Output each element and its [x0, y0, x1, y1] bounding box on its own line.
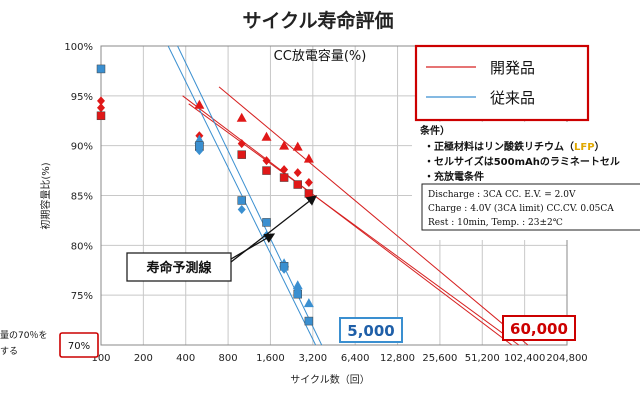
condition-discharge: Discharge : 3CA CC. E.V. = 2.0V	[428, 190, 576, 200]
arrow-to-dev	[230, 195, 318, 263]
data-point-diamond	[97, 103, 105, 113]
data-point-square	[262, 218, 271, 227]
data-point-triangle	[279, 140, 290, 150]
y-tick-label: 80%	[71, 241, 93, 252]
x-tick-label: 25,600	[422, 353, 457, 364]
data-point-diamond	[262, 156, 271, 166]
data-point-square	[304, 316, 314, 326]
x-tick-label: 100	[91, 353, 110, 364]
y-tick-labels: 100% 95% 90% 85% 80% 75% 70%	[64, 42, 93, 352]
dev-life-callout: 60,000	[502, 315, 576, 341]
x-tick-label: 400	[176, 353, 195, 364]
data-point-diamond	[237, 139, 246, 149]
chart-title: サイクル寿命評価	[242, 9, 393, 32]
data-point-square	[279, 173, 289, 182]
data-point-triangle	[261, 131, 272, 141]
inner-title: CC放電容量(%)	[274, 48, 367, 64]
data-point-triangle	[303, 298, 314, 308]
y-tick-label: 95%	[71, 92, 93, 103]
data-point-diamond	[293, 168, 302, 178]
data-point-diamond	[97, 96, 105, 106]
data-point-diamond	[293, 284, 302, 294]
trend-annotation: 寿命予測線	[126, 195, 318, 282]
x-tick-label: 1,600	[256, 353, 285, 364]
data-point-square	[237, 150, 246, 159]
condition-charge-discharge: ・充放電条件	[424, 170, 484, 183]
conv-life-value: 5,000	[347, 322, 394, 340]
data-point-square	[293, 180, 302, 189]
x-axis-label: サイクル数（回）	[290, 373, 370, 386]
condition-charge: Charge : 4.0V (3CA limit) CC.CV. 0.05CA	[428, 203, 614, 214]
legend-box	[414, 44, 590, 122]
conv-life-box	[339, 317, 403, 343]
data-point-diamond	[237, 204, 246, 214]
x-tick-label: 800	[219, 353, 238, 364]
legend: 開発品 従来品	[414, 44, 590, 122]
trend-line	[167, 45, 317, 346]
data-point-triangle	[303, 153, 314, 163]
data-point-diamond	[195, 146, 204, 156]
x-tick-label: 204,800	[546, 353, 587, 364]
condition-cathode-text: ・正極材料はリン酸鉄リチウム（	[424, 140, 574, 153]
conv-life-callout: 5,000	[339, 317, 403, 343]
data-point-triangle	[292, 141, 303, 151]
conditions-heading: 条件）	[419, 124, 450, 137]
data-point-square	[96, 64, 106, 74]
data-point-diamond	[280, 264, 289, 274]
trend-line	[218, 86, 529, 346]
data-point-triangle	[236, 112, 247, 122]
y-axis-label: 初期容量比(%)	[39, 162, 52, 229]
x-tick-label: 3,200	[298, 353, 327, 364]
trend-line	[182, 95, 513, 346]
condition-cell: ・セルサイズは500mAhのラミネートセル	[424, 155, 620, 168]
dev-life-box	[502, 315, 576, 341]
y-tick-label: 85%	[71, 192, 93, 203]
data-point-square	[304, 189, 314, 198]
x-tick-label: 12,800	[380, 353, 415, 364]
condition-rest: Rest : 10min, Temp. : 23±2℃	[428, 218, 563, 228]
data-point-diamond	[304, 178, 313, 188]
x-tick-label: 200	[134, 353, 153, 364]
data-point-triangle	[194, 99, 205, 109]
condition-lfp: LFP	[574, 142, 595, 153]
legend-label-dev: 開発品	[490, 59, 535, 77]
x-tick-label: 6,400	[341, 353, 370, 364]
legend-label-conv: 従来品	[490, 89, 535, 107]
data-point-diamond	[280, 165, 289, 175]
x-tick-label: 51,200	[465, 353, 500, 364]
condition-cathode: ・正極材料はリン酸鉄リチウム（LFP）	[424, 140, 605, 153]
threshold-text-1: 量の70％を	[0, 330, 47, 341]
trend-label: 寿命予測線	[146, 260, 212, 276]
conditions-detail-box	[421, 183, 640, 231]
threshold-text-2: する	[0, 346, 18, 357]
data-point-square	[96, 111, 106, 121]
y-tick-label: 75%	[71, 291, 93, 302]
conditions-block: 条件） ・正極材料はリン酸鉄リチウム（LFP） ・セルサイズは500mAhのラミ…	[412, 122, 640, 240]
data-points	[96, 64, 314, 326]
data-point-square	[237, 196, 246, 205]
x-tick-label: 102,400	[504, 353, 545, 364]
condition-cathode-close: ）	[595, 140, 605, 153]
y-tick-label: 90%	[71, 142, 93, 153]
threshold-box	[59, 332, 99, 358]
threshold-annotation: 量の70％を する 70%	[0, 330, 99, 358]
y-tick-label: 100%	[64, 42, 93, 53]
x-tick-labels: 100 200 400 800 1,600 3,200 6,400 12,800 25,600 5…	[91, 353, 587, 364]
trend-label-box	[126, 252, 232, 282]
dev-life-value: 60,000	[510, 320, 568, 338]
arrow-to-conv	[230, 233, 276, 260]
threshold-value: 70%	[68, 341, 90, 352]
data-point-square	[262, 166, 271, 175]
